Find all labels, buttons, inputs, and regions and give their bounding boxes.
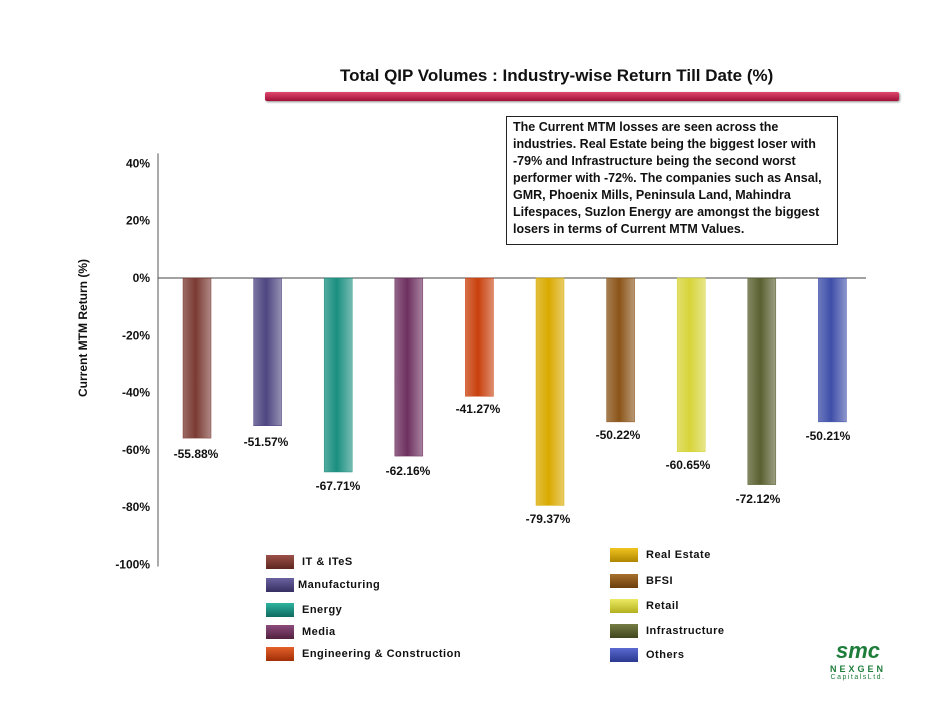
data-label: -60.65%: [666, 458, 711, 472]
legend-item-engineering: Engineering & Construction: [266, 647, 461, 661]
bar-6: [606, 277, 635, 423]
bar-0: [182, 277, 212, 439]
data-label: -51.57%: [244, 435, 289, 449]
legend-item-bfsi: BFSI: [610, 574, 673, 588]
note-box: The Current MTM losses are seen across t…: [506, 116, 838, 245]
legend-label-infrastructure: Infrastructure: [646, 625, 725, 637]
legend-swatch-engineering: [266, 647, 294, 661]
y-tick-label: 20%: [126, 214, 150, 228]
legend-item-media: Media: [266, 625, 336, 639]
data-label: -72.12%: [736, 492, 781, 506]
y-tick-label: -60%: [122, 443, 150, 457]
legend-item-manufacturing: Manufacturing: [266, 578, 380, 592]
bar-1: [253, 277, 282, 426]
legend-swatch-it: [266, 555, 294, 569]
data-label: -50.22%: [596, 428, 641, 442]
legend-item-it: IT & ITeS: [266, 555, 353, 569]
legend-swatch-others: [610, 648, 638, 662]
y-tick-label: -80%: [122, 500, 150, 514]
data-label: -50.21%: [806, 429, 851, 443]
legend-label-bfsi: BFSI: [646, 575, 674, 587]
title-underline-bar: [265, 92, 899, 101]
legend-swatch-bfsi: [610, 574, 638, 588]
bar-3: [394, 277, 424, 457]
data-label: -62.16%: [386, 464, 431, 478]
legend-item-energy: Energy: [266, 603, 342, 617]
legend-label-it: IT & ITeS: [302, 556, 353, 568]
smc-logo: smc NEXGEN CapitalsLtd.: [818, 638, 898, 681]
y-tick-label: 40%: [126, 156, 150, 170]
bar-9: [818, 277, 847, 423]
data-label: -41.27%: [456, 402, 501, 416]
legend-label-energy: Energy: [302, 604, 343, 616]
legend-swatch-media: [266, 625, 294, 639]
legend-item-infrastructure: Infrastructure: [610, 624, 725, 638]
legend-item-others: Others: [610, 648, 684, 662]
legend-item-retail: Retail: [610, 599, 679, 613]
legend-swatch-infrastructure: [610, 624, 638, 638]
y-axis-title: Current MTM Return (%): [76, 259, 90, 397]
legend-swatch-manufacturing: [266, 578, 294, 592]
y-tick-label: -20%: [122, 328, 150, 342]
legend-label-media: Media: [302, 626, 336, 638]
data-label: -55.88%: [174, 447, 219, 461]
legend-swatch-real-estate: [610, 548, 638, 562]
legend-swatch-energy: [266, 603, 294, 617]
data-label: -67.71%: [316, 479, 361, 493]
legend-label-retail: Retail: [646, 600, 679, 612]
logo-name: smc: [835, 638, 881, 663]
legend-label-others: Others: [646, 649, 685, 661]
legend-item-real-estate: Real Estate: [610, 548, 711, 562]
bar-8: [747, 277, 777, 485]
bar-7: [676, 277, 706, 453]
logo-line1: NEXGEN: [829, 664, 886, 674]
data-label: -79.37%: [526, 512, 571, 526]
legend-label-manufacturing: Manufacturing: [298, 579, 381, 591]
legend-label-engineering: Engineering & Construction: [302, 648, 462, 660]
y-tick-label: -100%: [115, 558, 150, 572]
bar-4: [465, 277, 494, 397]
y-tick-label: 0%: [133, 271, 151, 285]
legend-label-real-estate: Real Estate: [646, 549, 711, 561]
chart-title: Total QIP Volumes : Industry-wise Return…: [340, 66, 774, 85]
bar-5: [535, 277, 565, 506]
y-tick-label: -40%: [122, 386, 150, 400]
legend-swatch-retail: [610, 599, 638, 613]
logo-line2: CapitalsLtd.: [830, 674, 886, 681]
bar-2: [323, 277, 353, 473]
